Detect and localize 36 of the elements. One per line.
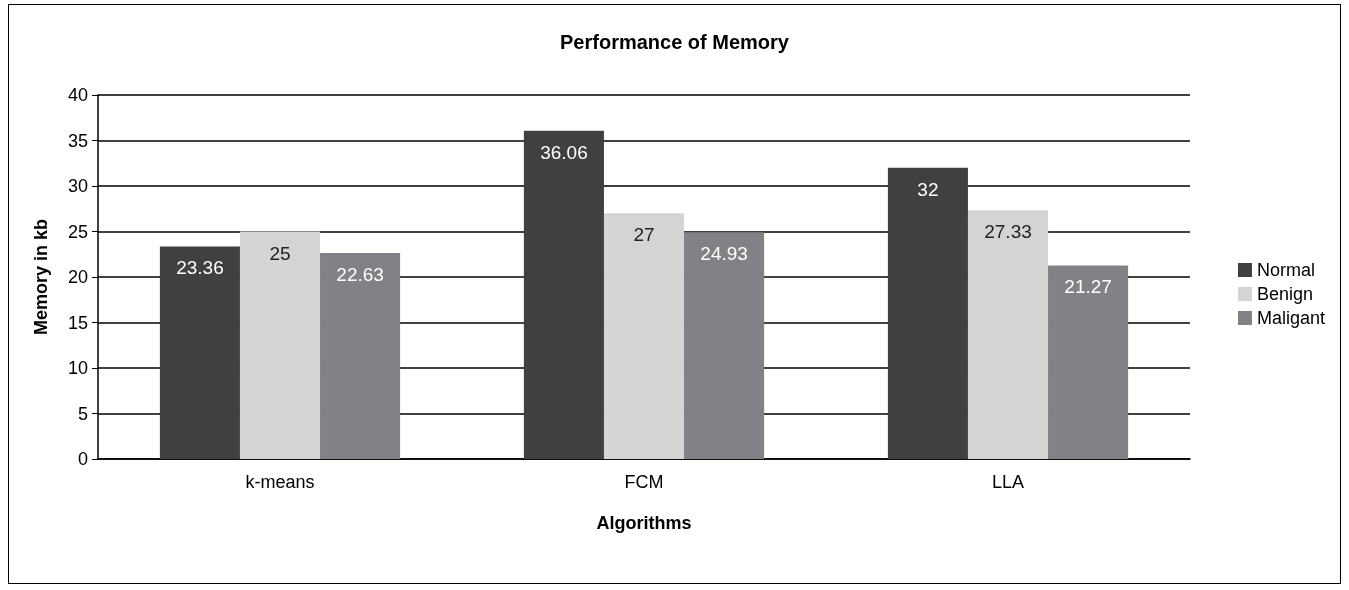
bar	[1048, 265, 1129, 459]
y-tick-label: 35	[67, 130, 88, 151]
data-label: 27.33	[984, 221, 1032, 243]
bar	[967, 210, 1049, 459]
bar	[603, 213, 685, 459]
bar	[684, 232, 765, 459]
data-label: 24.93	[700, 243, 748, 265]
x-tick-label: FCM	[624, 472, 664, 492]
y-tick-label: 5	[77, 403, 88, 424]
legend-label: Maligant	[1256, 308, 1326, 328]
x-tick-label: k-means	[245, 472, 315, 492]
chart-title: Performance of Memory	[560, 31, 790, 53]
y-tick-label: 25	[67, 221, 88, 242]
legend-label: Normal	[1256, 260, 1315, 280]
bar	[159, 246, 240, 459]
y-tick-label: 30	[67, 176, 88, 196]
y-tick-label: 40	[67, 85, 88, 105]
data-label: 21.27	[1064, 276, 1112, 298]
bar	[239, 231, 321, 459]
bar	[887, 167, 968, 459]
data-label: 27	[633, 224, 655, 246]
data-label: 32	[917, 178, 939, 200]
bar	[320, 253, 401, 459]
bar	[523, 130, 604, 459]
data-label: 25	[269, 242, 291, 264]
data-label: 23.36	[176, 257, 224, 279]
x-axis-title: Algorithms	[596, 513, 692, 533]
y-axis-title: Memory in kb	[31, 218, 51, 336]
y-tick-label: 20	[67, 267, 88, 287]
y-tick-label: 10	[67, 358, 88, 378]
data-label: 36.06	[540, 141, 588, 163]
y-tick-label: 0	[77, 449, 88, 469]
legend-label: Benign	[1256, 284, 1314, 304]
y-tick-label: 15	[67, 312, 88, 333]
x-tick-label: LLA	[991, 472, 1025, 492]
data-label: 22.63	[336, 264, 384, 286]
